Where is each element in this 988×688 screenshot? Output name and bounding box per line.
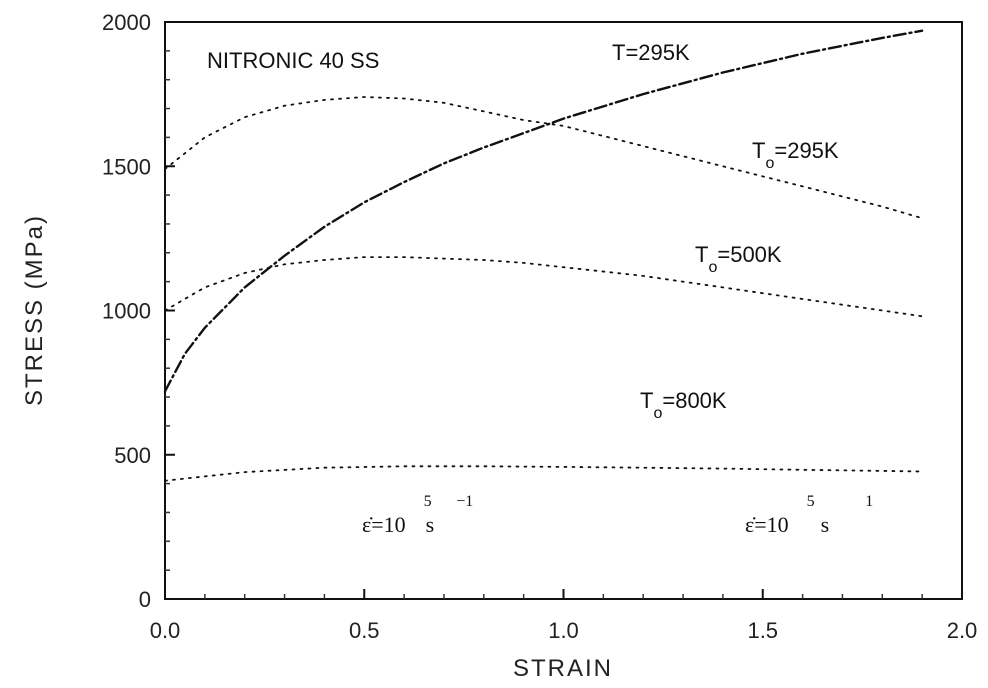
axis-ticks [164, 21, 963, 600]
label-to500: To=500K [695, 242, 782, 276]
label-to800-main: T [640, 388, 653, 413]
label-to800-rest: =800K [662, 388, 727, 413]
x-tick-label: 0.5 [349, 618, 380, 643]
y-tick-label: 500 [114, 443, 151, 468]
strain-rate-left-main: ε̇=10 [362, 512, 406, 537]
label-to500-rest: =500K [717, 242, 782, 267]
label-to500-main: T [695, 242, 708, 267]
label-to295: To=295K [752, 138, 839, 172]
strain-rate-left: ε̇=10 5 s −1 [362, 493, 473, 537]
x-axis-title: STRAIN [513, 655, 613, 682]
label-to800-sub: o [653, 405, 662, 422]
y-tick-label: 1500 [102, 154, 151, 179]
plot-frame [164, 21, 963, 600]
x-tick-label: 1.5 [747, 618, 778, 643]
label-to500-sub: o [708, 259, 717, 276]
series-line-3 [164, 465, 923, 482]
y-tick-label: 0 [139, 587, 151, 612]
y-axis-title: STRESS (MPa) [21, 214, 48, 406]
series-line-1 [164, 96, 923, 220]
label-to295-rest: =295K [774, 138, 839, 163]
strain-rate-left-exp: 5 [424, 493, 432, 510]
x-tick-label: 0.0 [150, 618, 181, 643]
tick-labels: 0.0 0.5 1.0 1.5 2.0 0 500 1000 1500 2000 [102, 10, 977, 643]
strain-rate-left-unit: s [426, 512, 435, 537]
label-to295-sub: o [765, 155, 774, 172]
strain-rate-right-unit-exp: 1 [865, 493, 873, 510]
label-to295-main: T [752, 138, 765, 163]
y-tick-label: 1000 [102, 299, 151, 324]
series-line-0 [163, 29, 924, 393]
series-line-2 [164, 256, 923, 318]
strain-rate-right: ε̇=10 5s 1 [745, 493, 873, 537]
x-tick-label: 2.0 [947, 618, 978, 643]
chart-title: NITRONIC 40 SS [207, 48, 379, 73]
strain-rate-left-unit-exp: −1 [456, 493, 473, 510]
strain-rate-right-unit: s [821, 512, 830, 537]
strain-rate-right-main: ε̇=10 [745, 512, 789, 537]
series-lines [163, 29, 924, 482]
x-tick-label: 1.0 [548, 618, 579, 643]
label-to800: To=800K [640, 388, 727, 422]
strain-rate-right-exp: 5 [807, 493, 815, 510]
label-t295: T=295K [612, 40, 690, 65]
y-tick-label: 2000 [102, 10, 151, 35]
